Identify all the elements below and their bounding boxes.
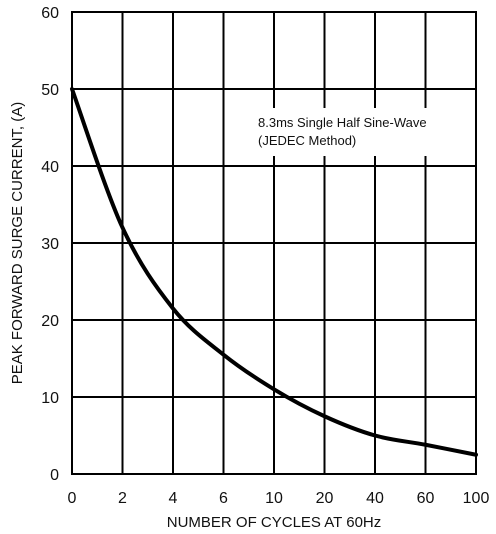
y-axis-title: PEAK FORWARD SURGE CURRENT, (A)	[9, 102, 26, 385]
surge-current-curve	[70, 87, 478, 457]
annotation-background	[250, 108, 450, 156]
annotation-line-2: (JEDEC Method)	[258, 133, 356, 148]
y-tick-label: 30	[41, 236, 59, 253]
y-tick-label: 40	[41, 159, 59, 176]
plot-frame	[71, 11, 477, 475]
x-tick-label: 6	[219, 490, 228, 507]
grid	[72, 12, 476, 474]
annotation-box: 8.3ms Single Half Sine-Wave (JEDEC Metho…	[250, 108, 450, 156]
y-tick-label: 0	[50, 467, 59, 484]
x-tick-label: 0	[68, 490, 77, 507]
x-tick-label: 100	[463, 490, 490, 507]
x-tick-label: 20	[316, 490, 334, 507]
annotation-line-1: 8.3ms Single Half Sine-Wave	[258, 115, 427, 130]
y-tick-label: 20	[41, 313, 59, 330]
curve-layer	[70, 87, 478, 457]
x-tick-labels: 0 2 4 6 10 20 40 60 100	[68, 490, 490, 507]
x-tick-label: 60	[417, 490, 435, 507]
x-axis-title: NUMBER OF CYCLES AT 60Hz	[167, 514, 382, 531]
y-tick-label: 50	[41, 82, 59, 99]
x-tick-label: 2	[118, 490, 127, 507]
x-tick-label: 4	[169, 490, 178, 507]
y-tick-label: 10	[41, 390, 59, 407]
y-tick-labels: 0 10 20 30 40 50 60	[41, 5, 59, 484]
y-tick-label: 60	[41, 5, 59, 22]
x-tick-label: 10	[265, 490, 283, 507]
x-tick-label: 40	[366, 490, 384, 507]
